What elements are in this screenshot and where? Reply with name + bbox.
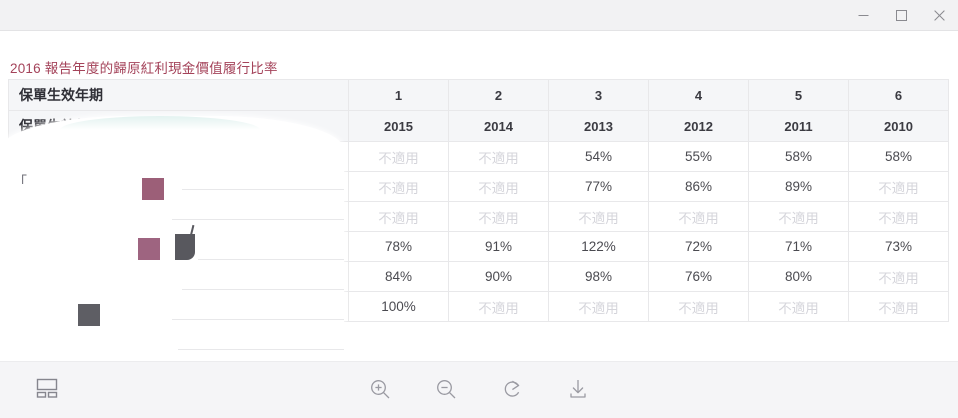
- cell-value: 100%: [348, 291, 449, 322]
- cell-value: 不適用: [648, 291, 749, 322]
- cell-value: 不適用: [648, 201, 749, 232]
- thumbnail-view-icon: [36, 378, 58, 398]
- cell-value: 55%: [648, 141, 749, 172]
- rotate-button[interactable]: [499, 376, 525, 402]
- zoom-out-button[interactable]: [433, 376, 459, 402]
- download-icon: [570, 380, 586, 398]
- gray-wedge-body: [175, 234, 195, 260]
- download-button[interactable]: [565, 376, 591, 402]
- header-year-2: 2014: [448, 110, 549, 142]
- redaction-blur: [18, 196, 318, 346]
- header-year-5: 2011: [748, 110, 849, 142]
- rule-fragment: [172, 219, 344, 220]
- mauve-block-2: [138, 238, 160, 260]
- cell-value: 122%: [548, 231, 649, 262]
- gray-block: [78, 304, 100, 326]
- document-viewport[interactable]: 2016 報告年度的歸原紅利現金價值履行比率 保單生效年期 1 2 3 4 5 …: [0, 31, 958, 361]
- cell-value: 98%: [548, 261, 649, 292]
- minimize-button[interactable]: [844, 0, 882, 31]
- toolbar-actions: [0, 376, 958, 402]
- cell-value: 76%: [648, 261, 749, 292]
- cell-value: 不適用: [748, 201, 849, 232]
- gray-wedge: [175, 224, 195, 260]
- rule-fragment: [172, 319, 344, 320]
- cell-value: 80%: [748, 261, 849, 292]
- cell-value: 72%: [648, 231, 749, 262]
- cell-value: 73%: [848, 231, 949, 262]
- rotate-icon: [504, 380, 520, 397]
- cell-value: 不適用: [348, 201, 449, 232]
- cell-value: 不適用: [348, 141, 449, 172]
- rule-fragment: [178, 349, 344, 350]
- rule-fragment: [182, 189, 344, 190]
- close-icon: [933, 10, 945, 21]
- cell-value: 不適用: [548, 201, 649, 232]
- cell-value: 86%: [648, 171, 749, 202]
- cell-value: 不適用: [448, 171, 549, 202]
- cell-value: 不適用: [548, 291, 649, 322]
- cell-value: 不適用: [748, 291, 849, 322]
- zoom-in-icon: [371, 380, 390, 399]
- cell-value: 54%: [548, 141, 649, 172]
- header-year-3: 2013: [548, 110, 649, 142]
- cell-value: 58%: [848, 141, 949, 172]
- window-controls: [844, 0, 958, 31]
- cell-value: 不適用: [448, 201, 549, 232]
- cell-value: 91%: [448, 231, 549, 262]
- maximize-icon: [895, 10, 907, 21]
- cell-value: 89%: [748, 171, 849, 202]
- cell-value: 71%: [748, 231, 849, 262]
- zoom-out-icon: [437, 380, 456, 399]
- header-year-4: 2012: [648, 110, 749, 142]
- cell-value: 77%: [548, 171, 649, 202]
- cell-value: 不適用: [848, 261, 949, 292]
- header-period-4: 4: [648, 79, 749, 111]
- header-period-2: 2: [448, 79, 549, 111]
- cell-value: 不適用: [848, 201, 949, 232]
- header-label-policy-year: 保單生效年期: [8, 79, 349, 111]
- cell-value: 不適用: [448, 291, 549, 322]
- cell-value: 不適用: [448, 141, 549, 172]
- viewer-toolbar: [0, 361, 958, 418]
- bracket-fragment: 「: [13, 174, 27, 190]
- rule-fragment: [198, 259, 344, 260]
- cell-value: 58%: [748, 141, 849, 172]
- cell-value: 不適用: [348, 171, 449, 202]
- cell-value: 不適用: [848, 171, 949, 202]
- zoom-in-button[interactable]: [367, 376, 393, 402]
- rule-fragment: [182, 289, 344, 290]
- cell-value: 84%: [348, 261, 449, 292]
- minimize-icon: [858, 15, 868, 16]
- close-button[interactable]: [920, 0, 958, 31]
- header-period-3: 3: [548, 79, 649, 111]
- cell-value: 不適用: [848, 291, 949, 322]
- header-period-6: 6: [848, 79, 949, 111]
- header-period-1: 1: [348, 79, 449, 111]
- header-year-1: 2015: [348, 110, 449, 142]
- redaction-overlay: 「: [0, 116, 344, 361]
- window-titlebar: [0, 0, 958, 31]
- maximize-button[interactable]: [882, 0, 920, 31]
- thumbnail-view-button[interactable]: [36, 378, 58, 398]
- table-header-policy-year: 保單生效年期 1 2 3 4 5 6: [8, 79, 949, 111]
- page-title: 2016 報告年度的歸原紅利現金價值履行比率: [10, 61, 278, 76]
- cell-value: 78%: [348, 231, 449, 262]
- header-year-6: 2010: [848, 110, 949, 142]
- header-period-5: 5: [748, 79, 849, 111]
- cell-value: 90%: [448, 261, 549, 292]
- mauve-block-1: [142, 178, 164, 200]
